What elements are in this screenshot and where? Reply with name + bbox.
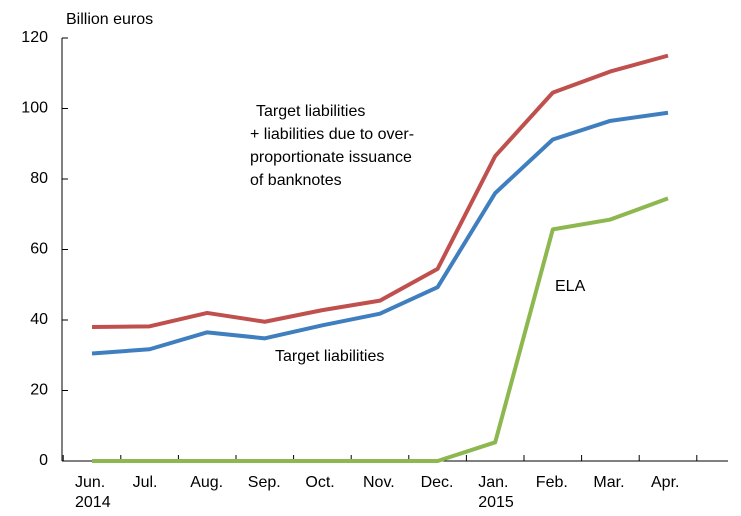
- x-tick-label: Nov.: [363, 474, 395, 491]
- x-tick-label: Feb.: [535, 474, 568, 491]
- y-tick-label: 120: [21, 29, 48, 46]
- y-tick-label: 80: [30, 170, 48, 187]
- x-tick-label: Oct.: [305, 474, 335, 491]
- y-tick-label: 60: [30, 241, 48, 258]
- x-tick-label: Dec.: [420, 474, 454, 491]
- y-tick-label: 20: [30, 382, 48, 399]
- y-axis-label: Billion euros: [66, 11, 153, 28]
- line-series: [92, 196, 669, 463]
- series-label: Target liabilities + liabilities due to o…: [250, 103, 414, 189]
- x-tick-label: Sep.: [247, 474, 281, 491]
- x-tick-label: Apr.: [651, 474, 680, 491]
- x-tick-label: Jan. 2015: [478, 474, 514, 511]
- x-tick-label: Jul.: [132, 474, 158, 491]
- x-tick-label: Mar.: [593, 474, 625, 491]
- x-tick-label: Aug.: [190, 474, 224, 491]
- series-label: ELA: [555, 278, 586, 295]
- line-series: [91, 110, 669, 356]
- y-tick-label: 0: [39, 452, 48, 469]
- y-tick-label: 40: [30, 311, 48, 328]
- x-tick-label: Jun. 2014: [75, 474, 111, 511]
- y-tick-label: 100: [21, 100, 48, 117]
- series-label: Target liabilities: [275, 348, 384, 365]
- line-series: [91, 53, 669, 330]
